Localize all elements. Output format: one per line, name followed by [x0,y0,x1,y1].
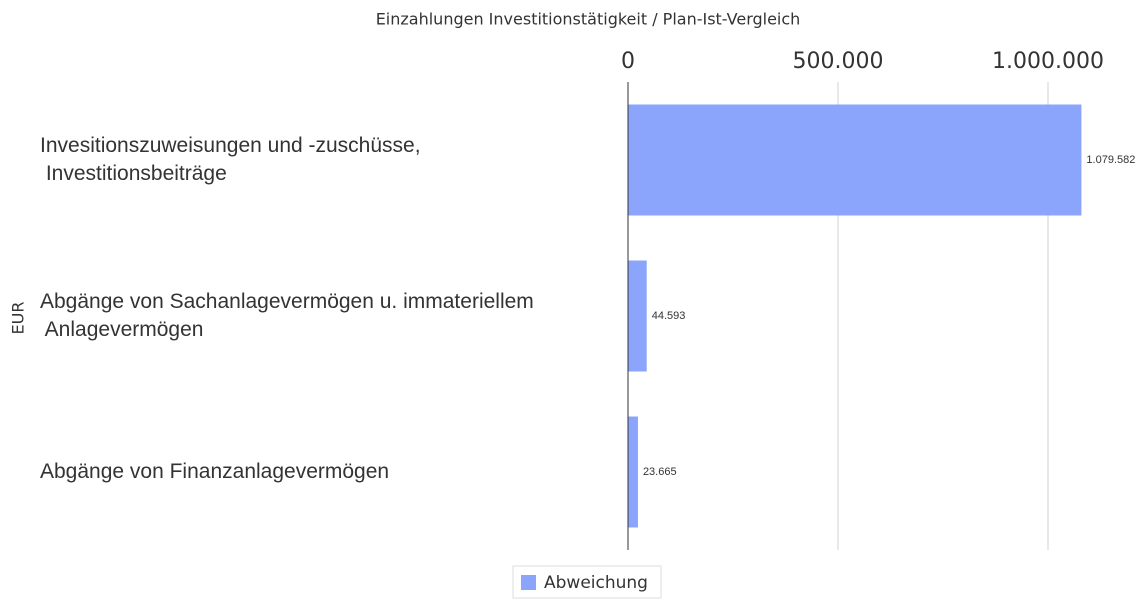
y-tick-label: Abgänge von Sachanlagevermögen u. immate… [40,290,534,341]
y-tick-label: Invesitionszuweisungen und -zuschüsse, I… [40,134,421,185]
legend-box [512,565,662,599]
y-tick-label: Abgänge von Finanzanlagevermögen [40,460,389,483]
value-label: 23.665 [643,466,677,478]
value-label: 44.593 [652,310,686,322]
x-tick-label: 500.000 [793,49,884,74]
legend-label: Abweichung [544,573,648,593]
bar [628,416,638,528]
chart-title: Einzahlungen Investitionstätigkeit / Pla… [376,10,801,29]
x-tick-label: 1.000.000 [992,49,1104,74]
bar [628,104,1082,216]
legend-swatch [521,575,536,590]
x-tick-label: 0 [621,49,635,74]
y-axis-label: EUR [9,302,28,335]
value-label: 1.079.582 [1086,154,1135,166]
bar [628,260,647,372]
